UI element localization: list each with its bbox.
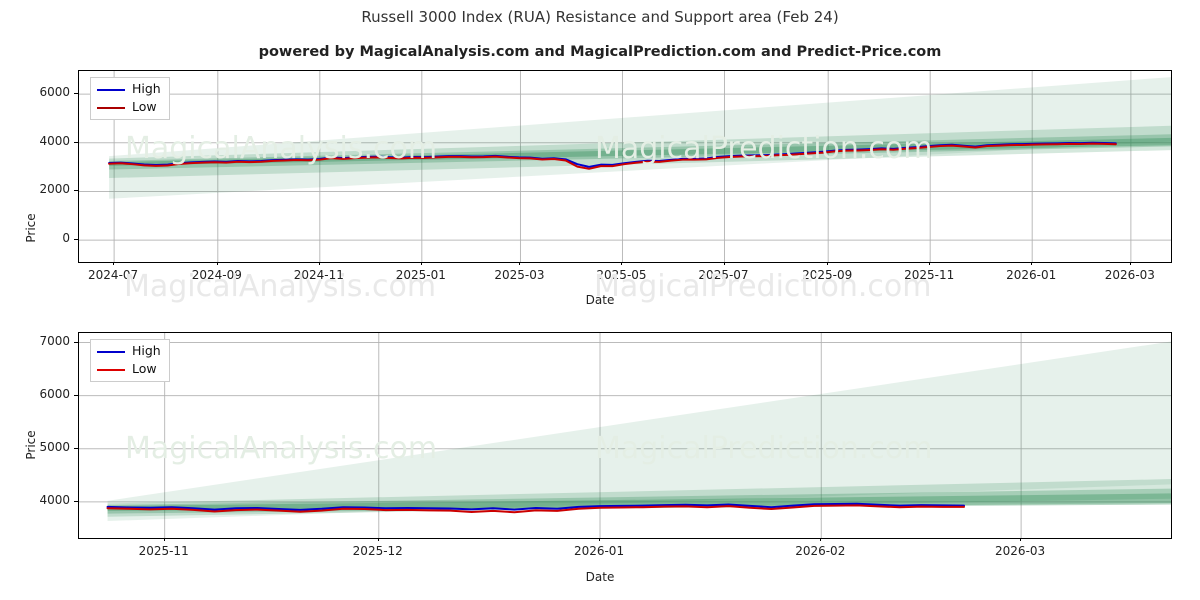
top-y-axis-label: Price	[24, 213, 38, 243]
x-tick-label: 2024-07	[88, 268, 139, 282]
x-tick-label: 2025-11	[138, 544, 189, 558]
x-tick-mark	[377, 537, 379, 541]
x-tick-mark	[113, 261, 115, 265]
y-tick-label: 6000	[39, 85, 70, 100]
y-tick-label: 4000	[39, 133, 70, 148]
x-tick-mark	[929, 261, 931, 265]
x-tick-label: 2026-03	[1104, 268, 1155, 282]
y-tick-label: 7000	[39, 333, 70, 348]
x-tick-mark	[723, 261, 725, 265]
high-line-swatch	[97, 88, 125, 91]
x-tick-label: 2024-09	[191, 268, 242, 282]
bottom-plot-area: MagicalAnalysis.com MagicalPrediction.co…	[78, 332, 1172, 539]
x-tick-mark	[318, 261, 320, 265]
x-tick-mark	[1129, 261, 1131, 265]
y-tick-label: 6000	[39, 386, 70, 401]
x-tick-mark	[519, 261, 521, 265]
bottom-legend-item-high[interactable]: High	[97, 344, 161, 359]
bottom-chart-panel: Price 4000 5000 6000 7000 2025-11 2025-12 202…	[0, 330, 1200, 592]
x-tick-mark	[216, 261, 218, 265]
x-tick-mark	[820, 537, 822, 541]
y-tick-label: 4000	[39, 492, 70, 507]
x-tick-mark	[621, 261, 623, 265]
bottom-legend-label-low: Low	[132, 361, 157, 377]
bottom-legend-item-low[interactable]: Low	[97, 362, 161, 377]
x-tick-mark	[827, 261, 829, 265]
x-tick-mark	[599, 537, 601, 541]
top-plot-svg	[79, 71, 1171, 262]
x-tick-label: 2024-11	[293, 268, 344, 282]
y-tick-mark	[74, 141, 78, 143]
page-subtitle: powered by MagicalAnalysis.com and Magic…	[258, 44, 942, 60]
top-legend-item-low[interactable]: Low	[97, 100, 161, 115]
bottom-legend[interactable]: High Low	[90, 339, 170, 382]
x-tick-label: 2025-12	[352, 544, 403, 558]
y-tick-mark	[74, 500, 78, 502]
x-tick-label: 2026-02	[795, 544, 846, 558]
y-tick-mark	[74, 394, 78, 396]
y-tick-label: 0	[62, 231, 70, 246]
top-chart-panel: Price 0 2000 4000 6000 2024-07 2024-09 2024-1…	[0, 66, 1200, 316]
bottom-x-axis-label: Date	[585, 570, 615, 584]
x-tick-mark	[163, 537, 165, 541]
x-tick-label: 2026-01	[1006, 268, 1057, 282]
y-tick-label: 2000	[39, 182, 70, 197]
low-line-swatch	[97, 106, 125, 109]
x-tick-label: 2025-11	[904, 268, 955, 282]
x-tick-label: 2025-05	[596, 268, 647, 282]
x-tick-label: 2025-09	[802, 268, 853, 282]
x-tick-label: 2026-03	[995, 544, 1046, 558]
x-tick-label: 2025-03	[494, 268, 545, 282]
top-legend-label-high: High	[132, 81, 161, 97]
bottom-legend-label-high: High	[132, 343, 161, 359]
x-tick-mark	[1031, 261, 1033, 265]
x-tick-label: 2025-01	[395, 268, 446, 282]
y-tick-mark	[74, 341, 78, 343]
x-tick-mark	[420, 261, 422, 265]
x-tick-label: 2026-01	[573, 544, 625, 558]
x-tick-label: 2025-07	[698, 268, 749, 282]
top-legend-item-high[interactable]: High	[97, 82, 161, 97]
low-line-swatch	[97, 368, 125, 371]
y-tick-mark	[74, 239, 78, 241]
y-tick-mark	[74, 93, 78, 95]
x-tick-mark	[1020, 537, 1022, 541]
page-title: Russell 3000 Index (RUA) Resistance and …	[361, 8, 839, 26]
top-legend[interactable]: High Low	[90, 77, 170, 120]
top-x-axis-label: Date	[585, 293, 615, 307]
high-line-swatch	[97, 350, 125, 353]
y-tick-label: 5000	[39, 439, 70, 454]
y-tick-mark	[74, 190, 78, 192]
top-plot-area: MagicalAnalysis.com MagicalPrediction.co…	[78, 70, 1172, 263]
bottom-plot-svg	[79, 333, 1171, 538]
y-tick-mark	[74, 447, 78, 449]
top-legend-label-low: Low	[132, 99, 157, 115]
